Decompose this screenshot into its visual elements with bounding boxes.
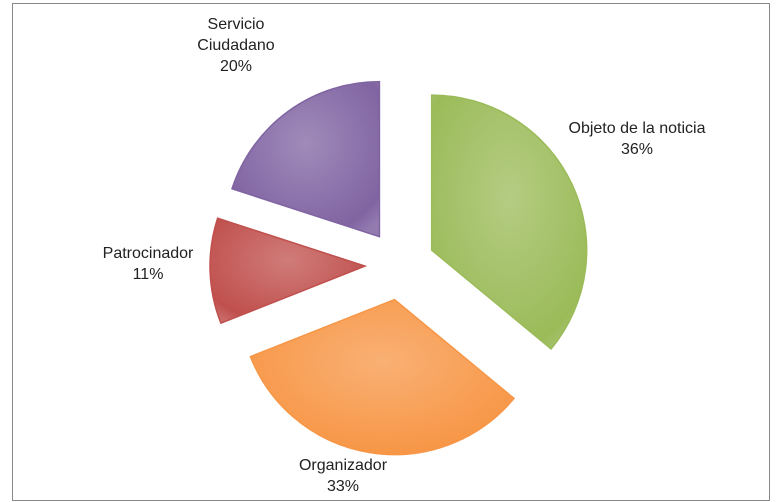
slice-label: Organizador 33% — [268, 455, 418, 497]
pie-slice — [249, 298, 516, 456]
category-label: Organizador — [298, 457, 388, 474]
value-label: 36% — [620, 141, 654, 158]
slice-label: Patrocinador 11% — [73, 243, 223, 285]
slice-label: Objeto de la noticia 36% — [562, 118, 712, 160]
value-label: 20% — [219, 58, 253, 75]
category-label: Patrocinador — [102, 245, 194, 262]
category-label: Servicio Ciudadano — [197, 16, 275, 54]
pie-slice — [430, 94, 588, 350]
pie-slice — [209, 217, 368, 325]
value-label: 11% — [132, 266, 164, 283]
pie-slice — [231, 80, 381, 238]
slice-label: Servicio Ciudadano 20% — [186, 14, 286, 77]
category-label: Objeto de la noticia — [568, 120, 706, 137]
value-label: 33% — [326, 478, 360, 495]
